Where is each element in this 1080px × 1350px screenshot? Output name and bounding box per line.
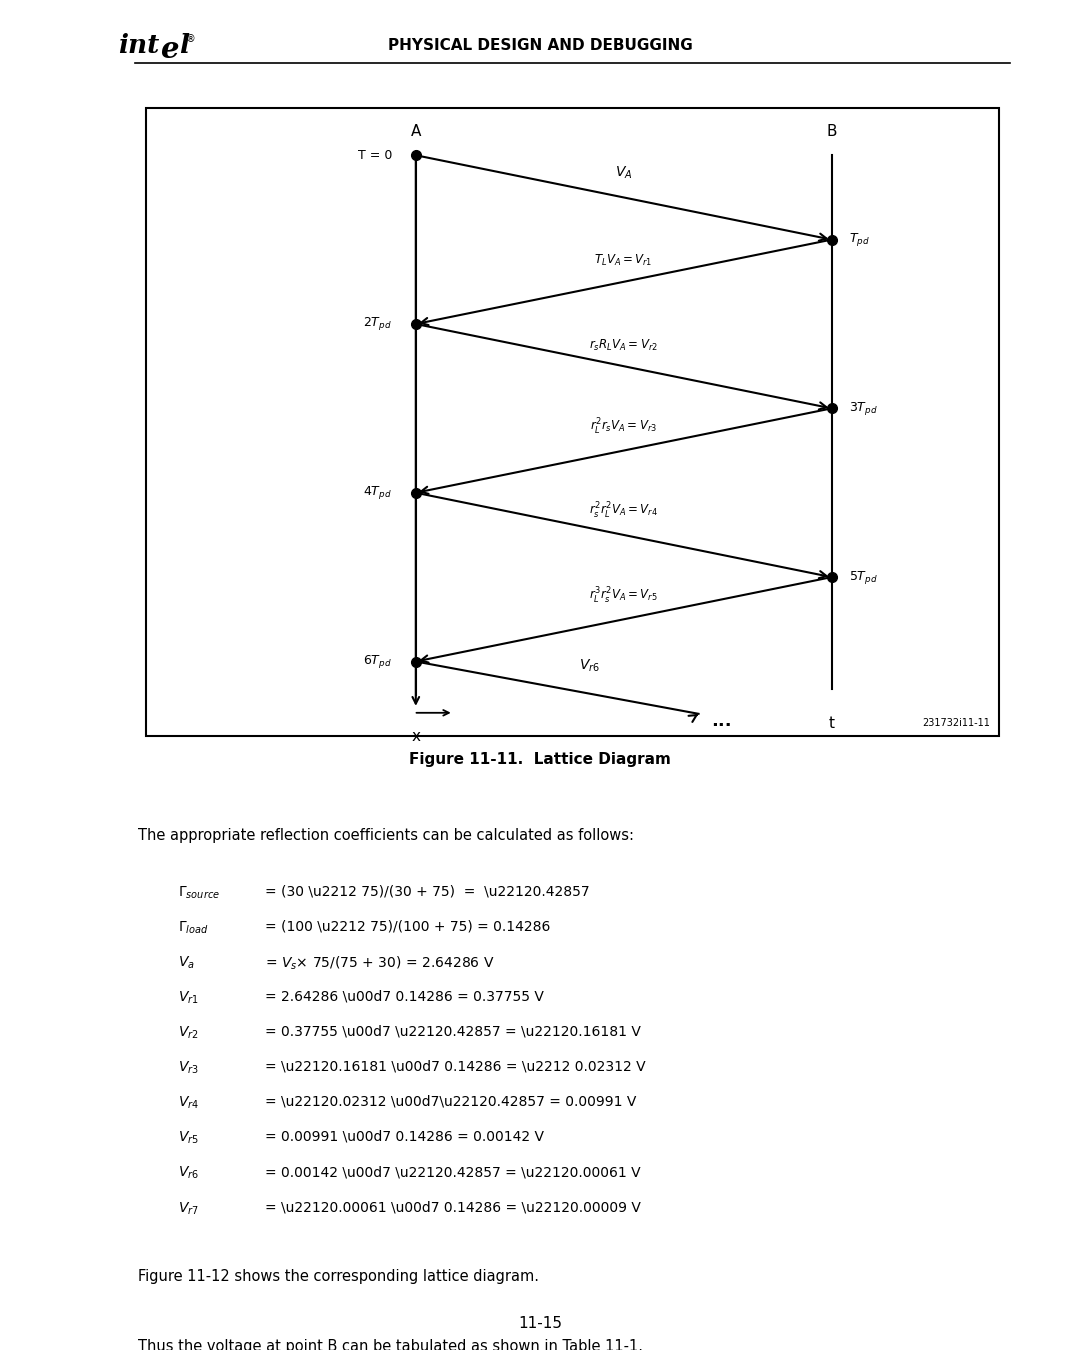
Text: $r_L^2r_sV_A = V_{r3}$: $r_L^2r_sV_A = V_{r3}$ <box>590 417 658 437</box>
Text: $r_L^3r_s^2V_A = V_{r5}$: $r_L^3r_s^2V_A = V_{r5}$ <box>590 586 658 606</box>
Text: T = 0: T = 0 <box>357 148 392 162</box>
Text: = 0.37755 \u00d7 \u22120.42857 = \u22120.16181 V: = 0.37755 \u00d7 \u22120.42857 = \u22120… <box>265 1025 640 1038</box>
Text: = (30 \u2212 75)/(30 + 75)  =  \u22120.42857: = (30 \u2212 75)/(30 + 75) = \u22120.428… <box>265 884 590 898</box>
Text: x: x <box>411 729 420 744</box>
Text: = (100 \u2212 75)/(100 + 75) = 0.14286: = (100 \u2212 75)/(100 + 75) = 0.14286 <box>265 919 550 933</box>
Text: = \u22120.02312 \u00d7\u22120.42857 = 0.00991 V: = \u22120.02312 \u00d7\u22120.42857 = 0.… <box>265 1095 636 1108</box>
Text: 11-15: 11-15 <box>518 1315 562 1331</box>
Text: Figure 11-12 shows the corresponding lattice diagram.: Figure 11-12 shows the corresponding lat… <box>138 1269 539 1284</box>
Text: $V_A$: $V_A$ <box>615 165 633 181</box>
Text: = 2.64286 \u00d7 0.14286 = 0.37755 V: = 2.64286 \u00d7 0.14286 = 0.37755 V <box>265 990 543 1003</box>
Bar <box>146 108 999 736</box>
Text: $r_sR_LV_A = V_{r2}$: $r_sR_LV_A = V_{r2}$ <box>590 338 658 352</box>
Text: $V_{r5}$: $V_{r5}$ <box>178 1130 199 1146</box>
Text: $2T_{pd}$: $2T_{pd}$ <box>363 316 392 332</box>
Text: = \u22120.16181 \u00d7 0.14286 = \u2212 0.02312 V: = \u22120.16181 \u00d7 0.14286 = \u2212 … <box>265 1060 645 1073</box>
Text: A: A <box>410 124 421 139</box>
Text: $V_{r1}$: $V_{r1}$ <box>178 990 199 1006</box>
Text: $3T_{pd}$: $3T_{pd}$ <box>849 400 878 417</box>
Text: 231732i11-11: 231732i11-11 <box>922 718 990 728</box>
Text: $V_{r4}$: $V_{r4}$ <box>178 1095 199 1111</box>
Text: $5T_{pd}$: $5T_{pd}$ <box>849 568 878 586</box>
Text: = \u22120.00061 \u00d7 0.14286 = \u22120.00009 V: = \u22120.00061 \u00d7 0.14286 = \u22120… <box>265 1200 640 1214</box>
Text: Figure 11-11.  Lattice Diagram: Figure 11-11. Lattice Diagram <box>409 752 671 767</box>
Text: $V_{r7}$: $V_{r7}$ <box>178 1200 199 1216</box>
Text: int: int <box>119 34 160 58</box>
Text: $r_s^2r_L^2V_A = V_{r4}$: $r_s^2r_L^2V_A = V_{r4}$ <box>590 501 658 521</box>
Text: PHYSICAL DESIGN AND DEBUGGING: PHYSICAL DESIGN AND DEBUGGING <box>388 38 692 54</box>
Text: $T_{pd}$: $T_{pd}$ <box>849 231 869 248</box>
Text: $4T_{pd}$: $4T_{pd}$ <box>363 485 392 501</box>
Text: l: l <box>179 34 189 58</box>
Text: $V_{r6}$: $V_{r6}$ <box>178 1165 199 1181</box>
Text: $V_{r6}$: $V_{r6}$ <box>579 657 600 674</box>
Text: $\Gamma_{load}$: $\Gamma_{load}$ <box>178 919 208 936</box>
Text: = 0.00991 \u00d7 0.14286 = 0.00142 V: = 0.00991 \u00d7 0.14286 = 0.00142 V <box>265 1130 543 1143</box>
Text: Thus the voltage at point B can be tabulated as shown in Table 11-1.: Thus the voltage at point B can be tabul… <box>138 1339 644 1350</box>
Text: B: B <box>826 124 837 139</box>
Text: $V_{r3}$: $V_{r3}$ <box>178 1060 199 1076</box>
Text: $T_LV_A = V_{r1}$: $T_LV_A = V_{r1}$ <box>594 254 653 269</box>
Text: $V_{r2}$: $V_{r2}$ <box>178 1025 199 1041</box>
Text: = 0.00142 \u00d7 \u22120.42857 = \u22120.00061 V: = 0.00142 \u00d7 \u22120.42857 = \u22120… <box>265 1165 640 1179</box>
Text: $\Gamma_{source}$: $\Gamma_{source}$ <box>178 884 220 900</box>
Text: $6T_{pd}$: $6T_{pd}$ <box>363 653 392 670</box>
Text: ...: ... <box>712 711 732 729</box>
Text: = $V_s$$\times$ 75/(75 + 30) = 2.64286 V: = $V_s$$\times$ 75/(75 + 30) = 2.64286 V <box>265 954 495 972</box>
Text: The appropriate reflection coefficients can be calculated as follows:: The appropriate reflection coefficients … <box>138 828 634 842</box>
Text: t: t <box>828 716 835 730</box>
Text: $V_a$: $V_a$ <box>178 954 195 971</box>
Text: e: e <box>160 35 179 65</box>
Text: ®: ® <box>186 34 195 45</box>
